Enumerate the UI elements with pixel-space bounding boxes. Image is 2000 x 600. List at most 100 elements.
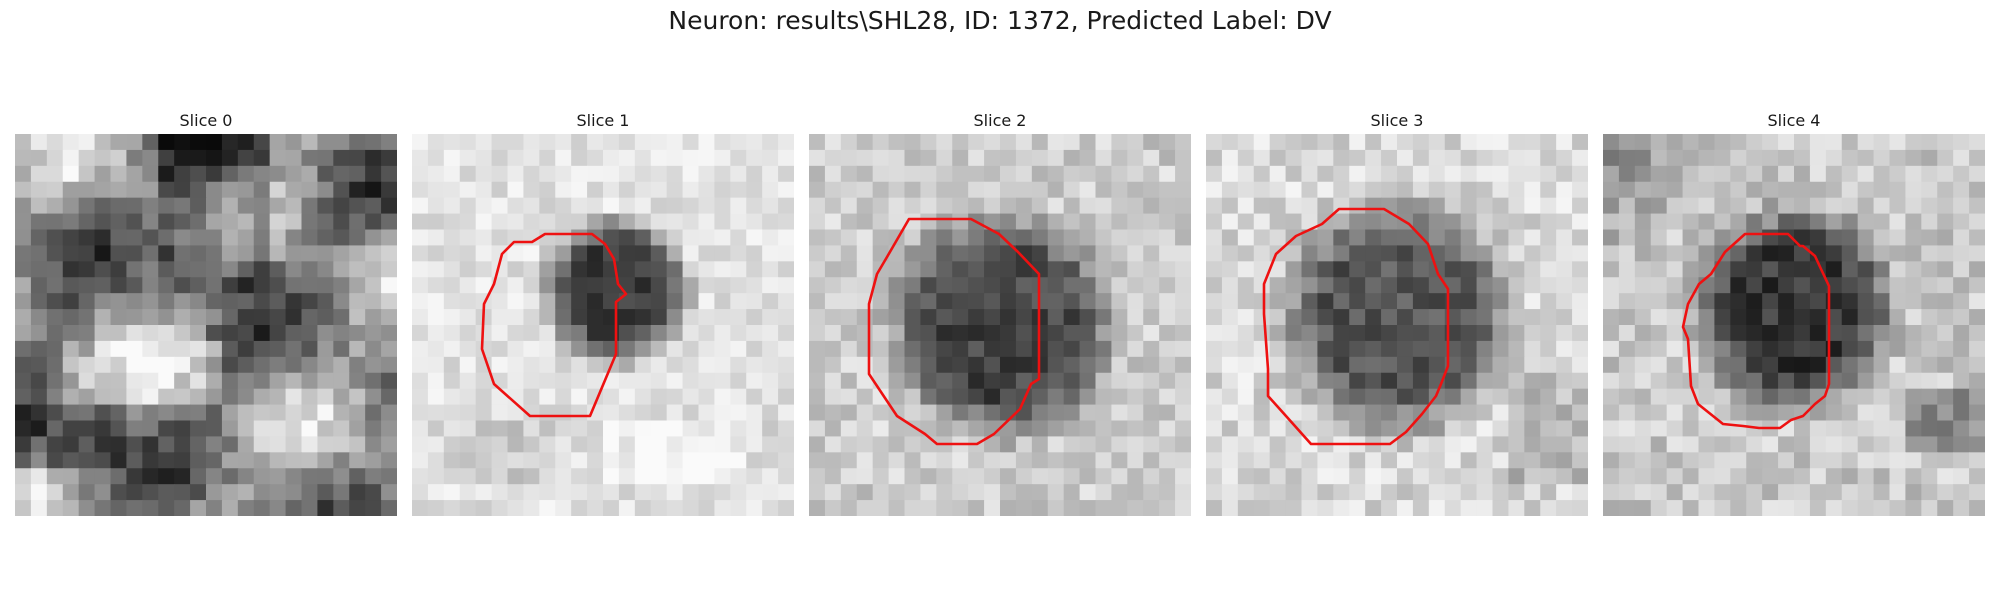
pixel-cell xyxy=(1572,325,1588,342)
pixel-cell xyxy=(1603,181,1620,199)
pixel-cell xyxy=(539,436,556,453)
pixel-cell xyxy=(920,309,937,326)
pixel-cell xyxy=(1508,436,1525,453)
pixel-cell xyxy=(1618,261,1636,278)
pixel-cell xyxy=(840,372,858,390)
pixel-cell xyxy=(491,452,509,469)
pixel-cell xyxy=(1841,293,1859,310)
pixel-cell xyxy=(1253,277,1271,294)
pixel-cell xyxy=(1937,277,1954,294)
pixel-cell xyxy=(1397,149,1414,167)
pixel-cell xyxy=(920,261,937,278)
pixel-cell xyxy=(174,404,191,422)
pixel-cell xyxy=(221,468,239,485)
pixel-cell xyxy=(333,213,350,231)
pixel-cell xyxy=(571,420,588,438)
pixel-cell xyxy=(412,372,429,390)
pixel-cell xyxy=(142,468,159,485)
pixel-cell xyxy=(762,436,779,453)
pixel-cell xyxy=(1143,340,1160,358)
pixel-cell xyxy=(1540,245,1557,262)
pixel-cell xyxy=(333,309,350,326)
pixel-cell xyxy=(1572,181,1588,199)
pixel-cell xyxy=(1508,197,1525,215)
pixel-cell xyxy=(824,197,842,215)
pixel-cell xyxy=(762,149,779,167)
pixel-cell xyxy=(1794,356,1811,374)
pixel-cell xyxy=(1618,245,1636,262)
pixel-cell xyxy=(888,165,906,183)
pixel-cell xyxy=(1666,309,1684,326)
pixel-cell xyxy=(443,372,461,390)
pixel-cell xyxy=(443,261,461,278)
pixel-cell xyxy=(30,277,48,294)
pixel-cell xyxy=(1063,181,1081,199)
pixel-cell xyxy=(1237,356,1255,374)
pixel-cell xyxy=(1381,165,1398,183)
pixel-cell xyxy=(1778,468,1795,485)
pixel-cell xyxy=(94,452,112,469)
pixel-cell xyxy=(1127,134,1144,151)
pixel-cell xyxy=(1047,372,1065,390)
pixel-cell xyxy=(1015,340,1033,358)
pixel-cell xyxy=(968,388,985,406)
pixel-cell xyxy=(1397,388,1414,406)
pixel-cell xyxy=(920,229,937,247)
pixel-cell xyxy=(1031,420,1049,438)
pixel-cell xyxy=(1365,277,1382,294)
pixel-cell xyxy=(475,213,493,231)
pixel-cell xyxy=(1937,388,1954,406)
pixel-cell xyxy=(523,388,540,406)
pixel-cell xyxy=(269,309,287,326)
pixel-cell xyxy=(365,340,382,358)
pixel-cell xyxy=(587,277,604,294)
pixel-cell xyxy=(746,404,763,422)
pixel-cell xyxy=(349,436,366,453)
pixel-cell xyxy=(650,468,668,485)
pixel-cell xyxy=(809,325,826,342)
pixel-cell xyxy=(221,229,239,247)
pixel-cell xyxy=(126,229,143,247)
pixel-cell xyxy=(1682,404,1700,422)
pixel-cell xyxy=(1540,197,1557,215)
pixel-cell xyxy=(110,213,128,231)
pixel-cell xyxy=(1794,197,1811,215)
pixel-cell xyxy=(158,149,175,167)
pixel-cell xyxy=(968,372,985,390)
pixel-cell xyxy=(126,149,143,167)
pixel-cell xyxy=(206,181,223,199)
pixel-cell xyxy=(778,245,794,262)
pixel-cell xyxy=(365,149,382,167)
pixel-cell xyxy=(221,452,239,469)
pixel-cell xyxy=(206,165,223,183)
pixel-cell xyxy=(1143,277,1160,294)
pixel-cell xyxy=(746,165,763,183)
pixel-cell xyxy=(1905,340,1922,358)
pixel-cell xyxy=(1221,229,1239,247)
pixel-cell xyxy=(1746,388,1763,406)
pixel-cell xyxy=(1794,261,1811,278)
pixel-cell xyxy=(1618,165,1636,183)
pixel-cell xyxy=(872,484,890,501)
pixel-cell xyxy=(1206,309,1223,326)
pixel-cell xyxy=(1921,404,1938,422)
pixel-cell xyxy=(571,309,588,326)
pixel-cell xyxy=(1253,420,1271,438)
pixel-cell xyxy=(666,293,684,310)
pixel-cell xyxy=(1556,500,1573,516)
pixel-cell xyxy=(1492,420,1510,438)
pixel-cell xyxy=(824,309,842,326)
pixel-cell xyxy=(1206,340,1223,358)
pixel-cell xyxy=(1428,293,1446,310)
pixel-cell xyxy=(1762,245,1779,262)
pixel-cell xyxy=(1746,340,1763,358)
slice-image xyxy=(15,134,397,516)
pixel-cell xyxy=(1634,325,1652,342)
pixel-cell xyxy=(682,293,700,310)
pixel-cell xyxy=(1365,325,1382,342)
pixel-cell xyxy=(1618,325,1636,342)
pixel-cell xyxy=(1127,404,1144,422)
pixel-cell xyxy=(1221,261,1239,278)
pixel-cell xyxy=(539,452,556,469)
pixel-cell xyxy=(1953,372,1970,390)
